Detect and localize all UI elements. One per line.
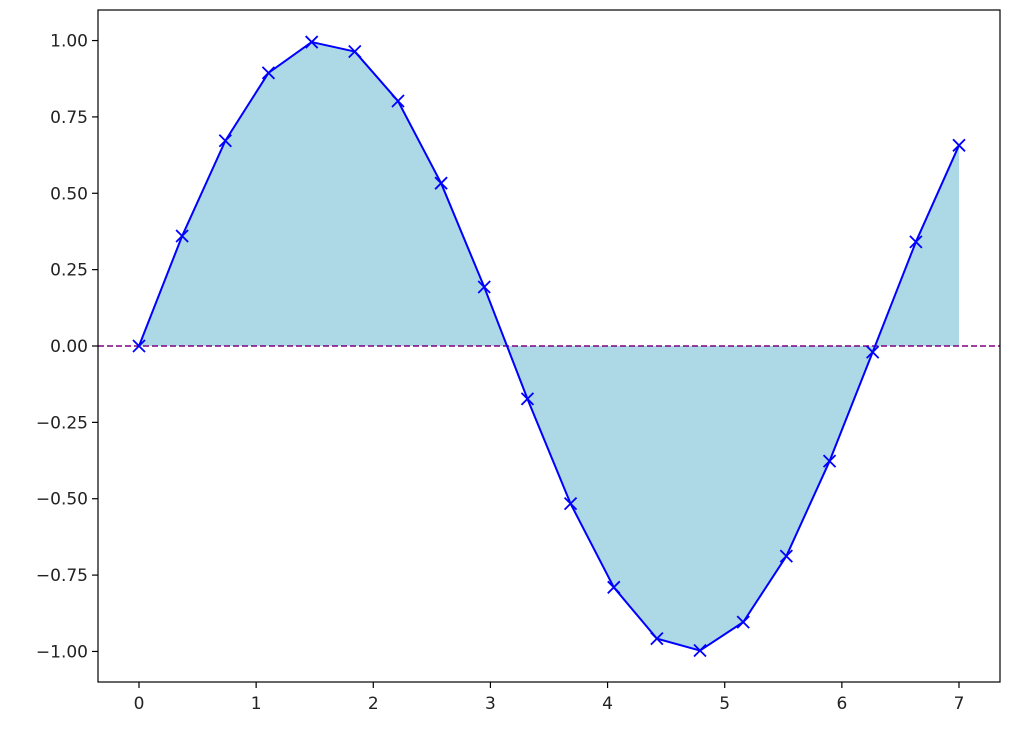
data-point-marker — [822, 454, 837, 468]
data-point-marker — [348, 44, 362, 59]
marker-stroke — [305, 35, 319, 49]
data-point-marker — [261, 66, 276, 80]
marker-stroke — [132, 339, 146, 353]
axes-layer: 0 1 2 3 4 5 6 7 1.00 0.75 0.50 0.25 0.00 −0.25 −0.50 −0… — [36, 9, 1001, 714]
marker-stroke — [434, 176, 448, 190]
data-point-marker — [779, 549, 793, 563]
data-point-marker — [607, 580, 621, 594]
y-tick-label: −1.00 — [36, 642, 88, 662]
marker-stroke — [650, 631, 664, 646]
marker-stroke — [779, 549, 793, 563]
y-tick-label: 0.50 — [50, 184, 88, 204]
x-tick-label: 3 — [485, 694, 496, 714]
marker-stroke — [563, 496, 578, 511]
x-tick-label: 7 — [954, 694, 965, 714]
y-tick-label: 0.75 — [50, 108, 88, 128]
data-point-marker — [909, 235, 923, 249]
data-point-marker — [693, 643, 707, 658]
marker-stroke — [348, 44, 362, 59]
x-tick-label: 1 — [251, 694, 262, 714]
data-point-marker — [477, 280, 491, 294]
y-tick-label: 0.00 — [50, 337, 88, 357]
y-tick-label: 1.00 — [50, 32, 88, 52]
data-point-marker — [305, 35, 319, 49]
data-point-marker — [563, 496, 578, 511]
marker-stroke — [607, 580, 621, 594]
marker-layer — [132, 35, 966, 658]
marker-stroke — [218, 134, 232, 148]
x-tick-label: 0 — [134, 694, 145, 714]
y-tick-label: −0.25 — [36, 413, 88, 433]
data-point-marker — [391, 94, 405, 108]
data-point-marker — [520, 392, 535, 406]
x-tick-label: 4 — [602, 694, 613, 714]
data-point-marker — [218, 134, 232, 148]
marker-stroke — [520, 392, 535, 406]
x-tick-label: 2 — [368, 694, 379, 714]
marker-stroke — [866, 345, 880, 359]
marker-stroke — [391, 94, 405, 108]
series-line-0 — [138, 41, 960, 652]
series-line-layer — [138, 41, 960, 652]
marker-stroke — [736, 615, 750, 629]
marker-stroke — [952, 138, 966, 152]
data-point-marker — [132, 339, 146, 353]
data-point-marker — [175, 229, 189, 243]
y-tick-label: 0.25 — [50, 261, 88, 281]
data-point-marker — [650, 631, 664, 646]
data-point-marker — [866, 345, 880, 359]
y-tick-label: −0.75 — [36, 566, 88, 586]
x-tick-label: 5 — [719, 694, 730, 714]
y-tick-label: −0.50 — [36, 490, 88, 510]
marker-stroke — [909, 235, 923, 249]
marker-stroke — [822, 454, 837, 468]
marker-stroke — [693, 643, 707, 658]
marker-stroke — [261, 66, 276, 80]
x-tick-label: 6 — [836, 694, 847, 714]
data-point-marker — [952, 138, 966, 152]
marker-stroke — [477, 280, 491, 294]
data-point-marker — [434, 176, 448, 190]
data-point-marker — [736, 615, 750, 629]
marker-stroke — [175, 229, 189, 243]
